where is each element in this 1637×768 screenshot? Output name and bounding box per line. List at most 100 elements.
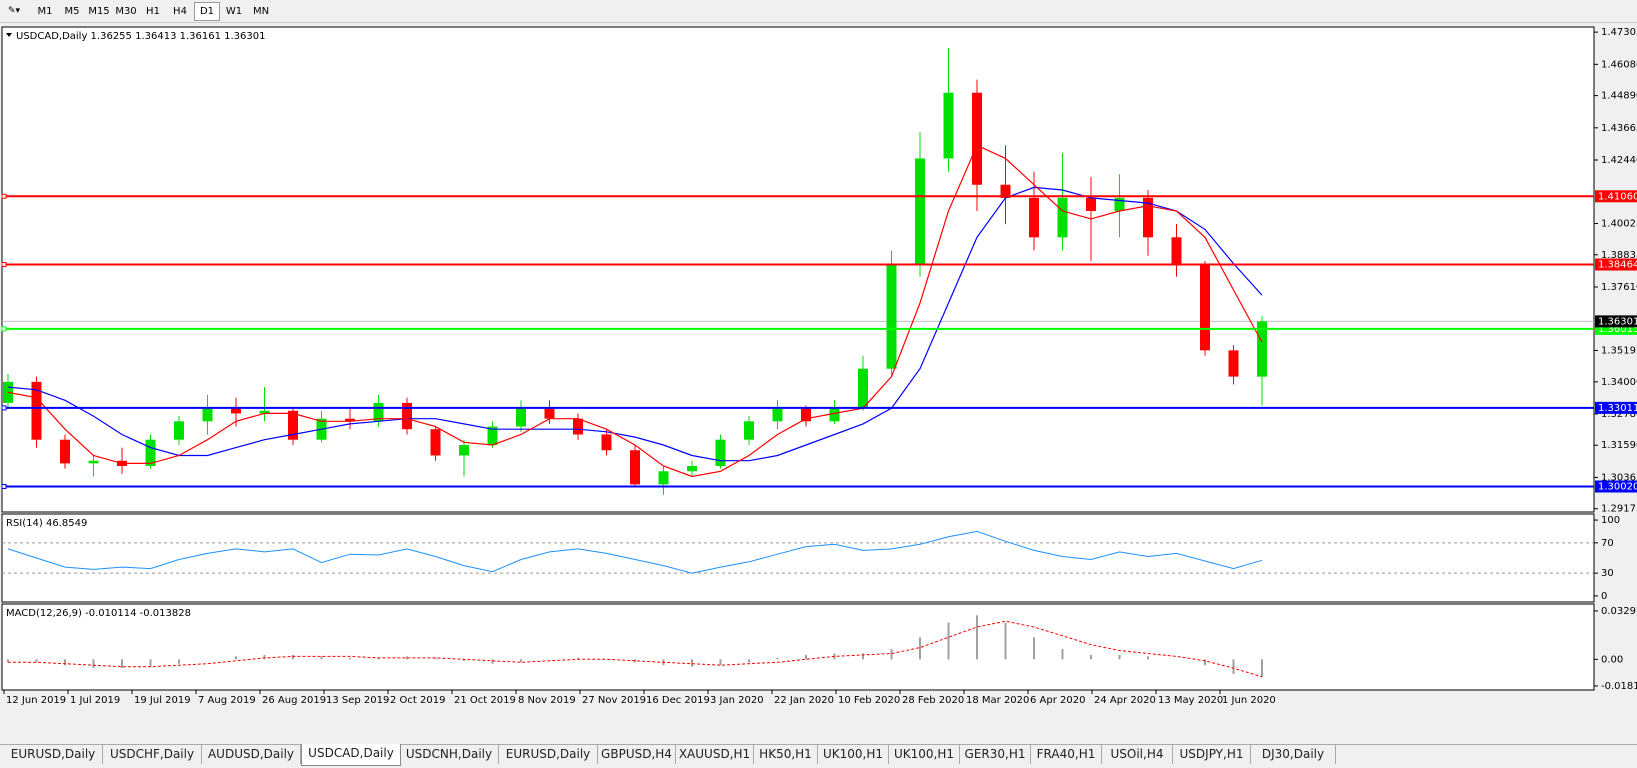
- level-label: 1.38464: [1598, 260, 1637, 271]
- y-tick-label: 30: [1601, 568, 1614, 579]
- pane-frame: [1, 26, 1595, 513]
- y-tick-label: 0.00: [1601, 654, 1623, 665]
- candle-body: [915, 158, 925, 264]
- timeframe-button[interactable]: M5: [64, 6, 80, 17]
- level-handle: [1, 484, 7, 490]
- level-label-box: [1595, 258, 1637, 271]
- timeframe-button[interactable]: M15: [88, 6, 110, 17]
- candle-body: [288, 410, 298, 440]
- y-tick-label: 1.34000: [1601, 377, 1637, 388]
- candle-body: [1000, 184, 1011, 198]
- tool-icon[interactable]: ✎▾: [7, 6, 21, 16]
- level-handle: [1, 326, 7, 332]
- candle-body: [516, 408, 526, 427]
- x-tick-label: 22 Jan 2020: [774, 695, 834, 706]
- candle-body: [345, 418, 355, 422]
- symbol-tab[interactable]: USDCAD,Daily: [301, 744, 401, 766]
- x-tick-label: 1 Jul 2019: [70, 695, 120, 706]
- x-tick-label: 27 Nov 2019: [582, 695, 646, 706]
- symbol-tab[interactable]: UK100,H1: [889, 745, 960, 764]
- symbol-tab[interactable]: XAUUSD,H1: [676, 745, 754, 764]
- candle-body: [544, 408, 555, 419]
- timeframe-button[interactable]: W1: [225, 6, 243, 17]
- symbol-tab[interactable]: USOil,H4: [1102, 745, 1173, 764]
- rsi-line: [7, 530, 1263, 574]
- x-tick-label: 2 Oct 2019: [390, 695, 445, 706]
- symbol-tab[interactable]: GBPUSD,H4: [598, 745, 676, 764]
- level-label-box: [1595, 480, 1637, 493]
- y-tick-label: 1.31590: [1601, 440, 1637, 451]
- x-tick-label: 6 Apr 2020: [1030, 695, 1085, 706]
- candle-body: [60, 439, 70, 464]
- x-tick-label: 21 Oct 2019: [454, 695, 516, 706]
- y-tick-label: 1.42440: [1601, 155, 1637, 166]
- candle-body: [630, 450, 640, 485]
- y-tick-label: 70: [1601, 538, 1614, 549]
- candle-body: [687, 465, 697, 472]
- x-tick-label: 26 Aug 2019: [262, 695, 326, 706]
- symbol-tab[interactable]: UK100,H1: [818, 745, 889, 764]
- candle-body: [573, 418, 583, 435]
- timeframe-button[interactable]: M1: [37, 6, 53, 17]
- macd-signal: [8, 620, 1263, 678]
- candle-body: [487, 426, 498, 445]
- y-tick-label: 1.43665: [1601, 123, 1637, 134]
- symbol-tab[interactable]: AUDUSD,Daily: [202, 745, 301, 764]
- level-handle: [1, 262, 7, 268]
- timeframe-button[interactable]: M30: [115, 6, 137, 17]
- symbol-tab[interactable]: FRA40,H1: [1031, 745, 1102, 764]
- x-tick-label: 3 Jan 2020: [710, 695, 764, 706]
- x-tick-label: 24 Apr 2020: [1094, 695, 1156, 706]
- x-tick-label: 18 Mar 2020: [966, 695, 1029, 706]
- x-tick-label: 16 Dec 2019: [646, 695, 710, 706]
- y-tick-label: 1.37610: [1601, 282, 1637, 293]
- y-tick-label: 1.29175: [1601, 504, 1637, 515]
- y-tick-label: 0.032972: [1601, 606, 1637, 617]
- y-tick-label: 1.47305: [1601, 27, 1637, 38]
- candle-body: [744, 421, 754, 440]
- candle-body: [943, 92, 954, 159]
- timeframe-button[interactable]: H4: [173, 6, 187, 17]
- x-tick-label: 10 Feb 2020: [838, 695, 900, 706]
- level-label-box: [1595, 401, 1637, 414]
- toolbar: ✎▾ M1 M5 M15 M30 H1 H4 D1 W1 MN: [0, 0, 1637, 23]
- y-tick-label: 1.46080: [1601, 59, 1637, 70]
- symbol-tab[interactable]: EURUSD,Daily: [499, 745, 598, 764]
- symbol-tab[interactable]: USDJPY,H1: [1173, 745, 1251, 764]
- candle-body: [88, 460, 99, 464]
- x-tick-label: 13 Sep 2019: [326, 695, 389, 706]
- level-label-box: [1595, 190, 1637, 203]
- candle-body: [1200, 263, 1210, 351]
- timeframe-button[interactable]: MN: [252, 6, 270, 17]
- candle-body: [658, 471, 669, 485]
- candle-body: [3, 381, 13, 403]
- symbol-tab[interactable]: EURUSD,Daily: [4, 745, 103, 764]
- candle-body: [430, 429, 441, 456]
- pane-frame: [1, 513, 1595, 603]
- timeframe-button[interactable]: D1: [194, 2, 220, 21]
- level-label: 1.41060: [1598, 191, 1637, 202]
- x-tick-label: 28 Feb 2020: [902, 695, 964, 706]
- symbol-tab[interactable]: USDCHF,Daily: [103, 745, 202, 764]
- candle-body: [1228, 350, 1239, 377]
- level-handle: [1, 405, 7, 411]
- level-label: 1.36015: [1598, 324, 1637, 335]
- x-tick-label: 1 Jun 2020: [1222, 695, 1276, 706]
- pane-frame: [1, 603, 1595, 691]
- level-label: 1.33011: [1598, 403, 1637, 414]
- y-tick-label: 0: [1601, 591, 1607, 602]
- moving-average: [7, 186, 1263, 462]
- symbol-tab[interactable]: DJ30,Daily: [1251, 745, 1336, 764]
- tab-bar: EURUSD,Daily USDCHF,Daily AUDUSD,Daily USDC…: [0, 744, 1637, 768]
- candle-body: [259, 410, 270, 414]
- x-tick-label: 7 Aug 2019: [198, 695, 256, 706]
- symbol-tab[interactable]: GER30,H1: [960, 745, 1031, 764]
- symbol-tab[interactable]: HK50,H1: [754, 745, 818, 764]
- moving-average: [7, 144, 1263, 478]
- y-tick-label: 1.38835: [1601, 250, 1637, 261]
- timeframe-button[interactable]: H1: [146, 6, 160, 17]
- candle-body: [145, 439, 156, 466]
- symbol-tab[interactable]: USDCNH,Daily: [400, 745, 499, 764]
- rsi-header: RSI(14) 46.8549: [6, 518, 87, 529]
